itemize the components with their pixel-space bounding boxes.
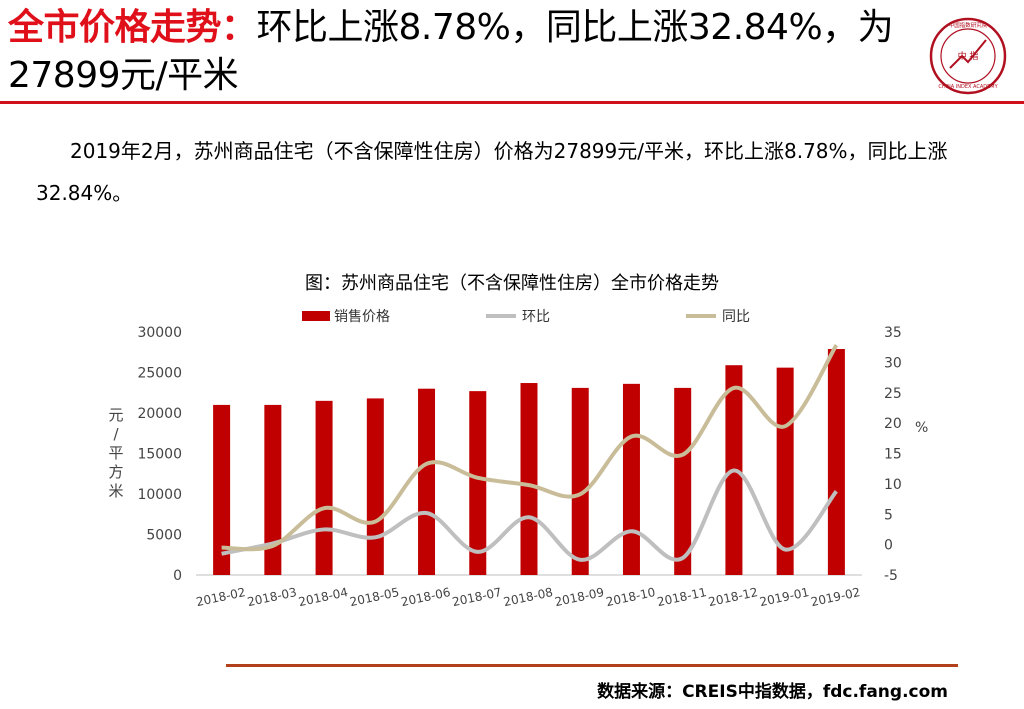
y2-tick-label: 5 — [884, 507, 893, 523]
x-tick-label: 2019-01 — [758, 585, 810, 609]
y-tick-label: 30000 — [137, 325, 182, 341]
x-tick-label: 2018-12 — [707, 585, 759, 609]
price-bar — [469, 391, 487, 575]
x-tick-label: 2018-05 — [348, 585, 400, 609]
legend-label-price: 销售价格 — [334, 309, 390, 325]
title-text: 环比上涨8.78%，同比上涨32.84%，为27899元/平米 — [8, 7, 894, 96]
x-tick-label: 2018-04 — [297, 585, 349, 609]
x-tick-label: 2018-02 — [195, 585, 247, 609]
chart-title: 图：苏州商品住宅（不含保障性住房）全市价格走势 — [305, 273, 719, 294]
mom-line — [221, 468, 838, 562]
y2-tick-label: 35 — [884, 325, 902, 341]
y-tick-label: 15000 — [137, 447, 182, 463]
y-axis-label-part: / — [113, 425, 119, 443]
legend-label-yoy: 同比 — [722, 309, 750, 325]
data-source: 数据来源：CREIS中指数据，fdc.fang.com — [597, 682, 948, 702]
legend-label-mom: 环比 — [522, 309, 550, 325]
price-bar — [674, 387, 692, 575]
title-divider — [0, 101, 1024, 104]
y-axis-label-part: 方 — [108, 463, 123, 481]
page-title: 全市价格走势：环比上涨8.78%，同比上涨32.84%，为27899元/平米 — [8, 4, 908, 100]
y-tick-label: 5000 — [146, 528, 182, 544]
source-divider — [226, 664, 958, 667]
price-bar — [827, 349, 845, 575]
title-highlight: 全市价格走势： — [8, 7, 257, 48]
y-tick-label: 10000 — [137, 487, 182, 503]
yoy-line — [221, 344, 839, 552]
y-axis-label-part: 平 — [108, 444, 123, 462]
price-bar — [622, 383, 640, 575]
x-tick-label: 2018-08 — [502, 585, 554, 609]
y2-tick-label: 20 — [884, 416, 902, 432]
y2-tick-label: 0 — [884, 538, 893, 554]
x-tick-label: 2018-10 — [605, 585, 657, 609]
x-tick-label: 2019-02 — [810, 585, 862, 609]
y-tick-label: 25000 — [137, 366, 182, 382]
y-axis-label-part: 米 — [108, 482, 123, 500]
y2-tick-label: -5 — [884, 568, 898, 584]
y2-axis-label: % — [915, 420, 928, 436]
price-bar — [213, 404, 231, 575]
x-tick-label: 2018-06 — [400, 585, 452, 609]
x-tick-label: 2018-03 — [246, 585, 298, 609]
x-tick-label: 2018-07 — [451, 585, 503, 609]
price-bar — [315, 400, 333, 575]
price-bar — [776, 367, 794, 575]
x-tick-label: 2018-09 — [553, 585, 605, 609]
logo-top-text: 中国指数研究院 — [949, 21, 988, 29]
y2-tick-label: 15 — [884, 447, 902, 463]
y-axis-label-part: 元 — [108, 406, 123, 424]
price-bar — [520, 383, 538, 575]
x-tick-label: 2018-11 — [656, 585, 708, 609]
logo-center-text: 中 指 — [958, 50, 979, 62]
legend-swatch-price — [302, 311, 330, 321]
y2-tick-label: 25 — [884, 386, 902, 402]
y-tick-label: 20000 — [137, 406, 182, 422]
price-bar — [366, 398, 384, 575]
y2-tick-label: 10 — [884, 477, 902, 493]
china-index-academy-logo: 中 指 CHINA INDEX ACADEMY 中国指数研究院 — [929, 17, 1007, 95]
summary-paragraph: 2019年2月，苏州商品住宅（不含保障性住房）价格为27899元/平米，环比上涨… — [36, 139, 948, 205]
price-bar — [264, 404, 282, 575]
price-bar — [418, 388, 436, 575]
y2-tick-label: 30 — [884, 355, 902, 371]
chart-legend: 销售价格 环比 同比 — [302, 309, 750, 325]
logo-ring-text: CHINA INDEX ACADEMY — [938, 84, 998, 90]
y-tick-label: 0 — [173, 568, 182, 584]
price-bar — [571, 387, 589, 575]
